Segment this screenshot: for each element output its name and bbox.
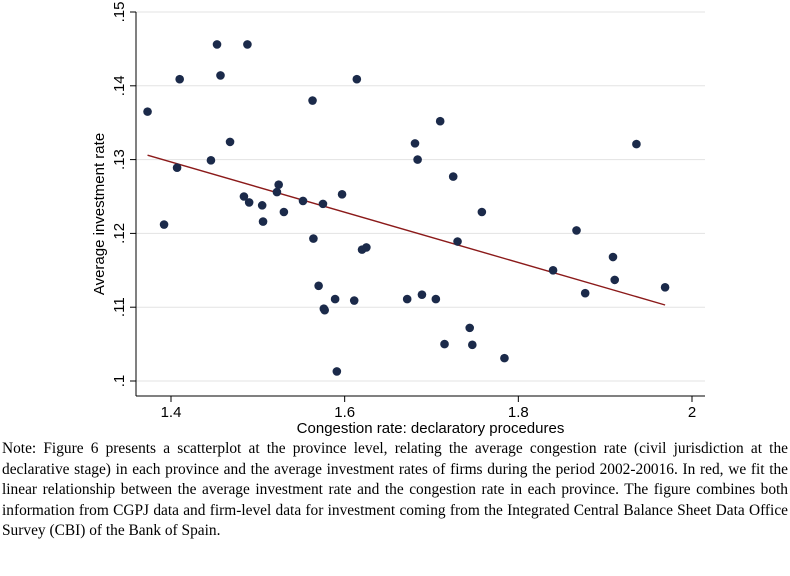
data-point (548, 266, 558, 275)
figure-note: Note: Figure 6 presents a scatterplot at… (2, 440, 788, 540)
data-point (468, 340, 477, 350)
x-tick-label: 2 (688, 404, 696, 421)
data-point (413, 155, 422, 164)
y-tick-label: .11 (111, 297, 128, 317)
data-point (448, 172, 458, 181)
data-point (352, 74, 362, 84)
data-point (320, 305, 329, 315)
data-point (431, 294, 441, 304)
y-tick-label: .15 (111, 2, 128, 23)
data-point (410, 139, 420, 148)
data-point (632, 139, 641, 149)
data-point (440, 339, 449, 349)
data-point (257, 201, 267, 210)
data-point (216, 71, 225, 80)
data-point (402, 294, 412, 304)
data-point (660, 282, 670, 292)
data-point (258, 217, 268, 226)
y-axis-title: Average investment rate (91, 133, 108, 295)
data-point (500, 353, 509, 363)
data-point (417, 290, 427, 299)
fit-line-layer (147, 154, 666, 306)
data-point (610, 275, 620, 285)
x-tick-label: 1.6 (334, 404, 355, 421)
data-point (206, 156, 216, 165)
data-point (453, 237, 462, 246)
data-point (349, 296, 359, 305)
data-point (243, 40, 252, 49)
x-tick-label: 1.4 (161, 404, 182, 421)
data-point (337, 189, 347, 199)
x-tick-label: 1.8 (508, 404, 529, 421)
x-axis-title: Congestion rate: declaratory procedures (297, 420, 565, 437)
data-point (318, 199, 328, 209)
data-point (309, 234, 318, 243)
data-point (314, 281, 323, 291)
axes: .1 .11 .12 .13 .14 .15 1.4 1.6 1.8 2 (111, 2, 705, 421)
data-point (435, 116, 445, 126)
points-layer (143, 40, 670, 376)
data-point (362, 243, 371, 252)
data-point (239, 192, 249, 201)
data-point (298, 196, 308, 206)
data-point (580, 288, 590, 298)
y-tick-label: .14 (111, 75, 128, 96)
gridlines (136, 11, 705, 382)
y-tick-label: .13 (111, 149, 128, 170)
y-tick-label: .1 (111, 375, 128, 388)
data-point (279, 207, 289, 217)
fit-line (147, 154, 666, 306)
data-point (225, 137, 235, 147)
y-tick-label: .12 (111, 223, 128, 244)
data-point (272, 187, 282, 197)
data-point (308, 96, 317, 105)
data-point (608, 252, 618, 262)
data-point (465, 323, 475, 333)
data-point (274, 180, 283, 189)
scatter-chart: .1 .11 .12 .13 .14 .15 1.4 1.6 1.8 2 Congestion r… (91, 2, 705, 437)
data-point (332, 367, 342, 376)
data-point (572, 226, 581, 235)
chart-canvas: .1 .11 .12 .13 .14 .15 1.4 1.6 1.8 2 Congestion r… (91, 2, 705, 437)
data-point (330, 294, 340, 304)
data-point (159, 220, 169, 229)
data-point (175, 74, 184, 84)
data-point (172, 163, 182, 173)
data-point (212, 40, 222, 49)
data-point (244, 198, 254, 207)
data-point (477, 207, 487, 217)
data-point (143, 107, 152, 116)
